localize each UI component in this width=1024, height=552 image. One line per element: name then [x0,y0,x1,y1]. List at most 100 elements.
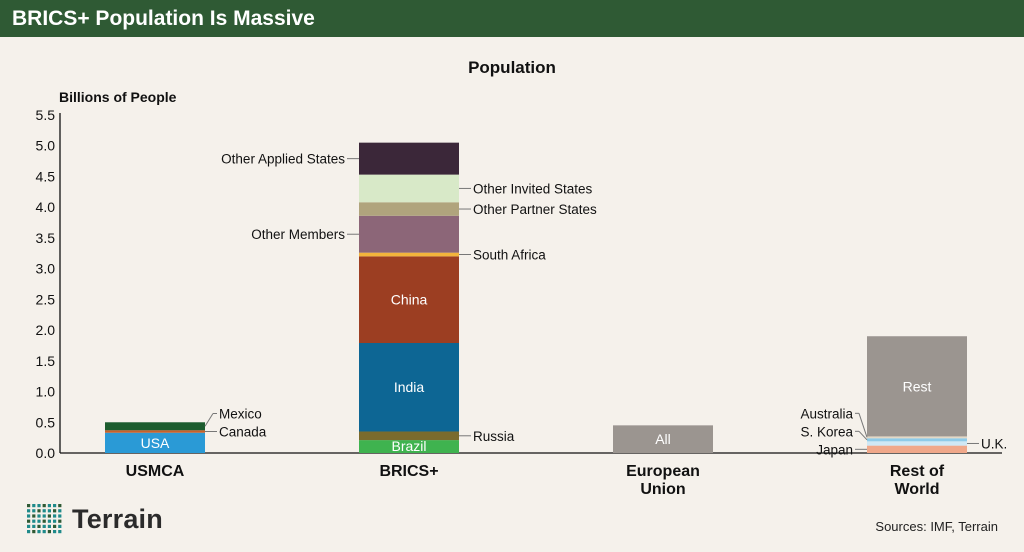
logo-dot [37,509,41,513]
logo-text: Terrain [72,503,163,534]
logo-dot [47,530,51,534]
logo-dot [37,530,41,534]
y-tick-label: 0.0 [36,445,56,461]
logo-dot [58,519,62,523]
logo-dot [32,524,36,528]
logo-dot [47,514,51,518]
page-title: BRICS+ Population Is Massive [12,7,315,30]
logo-dot [32,504,36,508]
y-tick-label: 2.0 [36,322,56,338]
population-chart: Population Billions of People 0.0 0.5 1.0 1.5… [36,58,1008,498]
bar-segment [359,431,459,441]
leader-line [204,413,214,427]
logo-dot [42,504,46,508]
logo-dot [32,509,36,513]
logo-dot [32,530,36,534]
logo-dot [37,524,41,528]
bar-segment [867,445,967,453]
logo-dot [42,514,46,518]
logo-dot [53,524,57,528]
leader-line [858,413,868,438]
y-tick-label: 3.5 [36,230,56,246]
logo-dot [27,509,31,513]
segment-label: China [391,292,428,308]
terrain-logo: Terrain [26,503,163,535]
y-tick-label: 5.5 [36,107,56,123]
logo-dot [47,519,51,523]
x-category-label: Rest of [890,463,945,480]
logo-dot [58,504,62,508]
logo-dot [27,519,31,523]
callout-label: Other Members [251,227,345,242]
logo-dot [27,524,31,528]
callout-label: Japan [816,442,853,457]
logo-dot [27,514,31,518]
callout-label: South Africa [473,248,546,263]
grid-dots-icon [27,504,62,534]
logo-dot [42,530,46,534]
bar-segment [613,425,713,453]
bar-segment [359,342,459,432]
segment-label: Brazil [391,438,426,454]
callout-label: S. Korea [800,424,853,439]
bar-segment [867,441,967,446]
y-tick-label: 0.5 [36,414,56,430]
segment-label: Rest [903,378,932,394]
logo-dot [53,514,57,518]
logo-dot [32,514,36,518]
logo-dot [58,509,62,513]
logo-dot [58,530,62,534]
y-axis-label: Billions of People [59,89,177,105]
logo-dot [32,519,36,523]
callout-label: Canada [219,424,267,439]
bar-segment [105,430,205,433]
x-category-label: Union [640,481,685,498]
y-tick-label: 1.0 [36,384,56,400]
callout-label: Russia [473,429,515,444]
bar-segment [105,422,205,431]
y-tick-label: 1.5 [36,353,56,369]
callout-label: Other Partner States [473,202,597,217]
bar-segment [359,202,459,216]
segment-label: All [655,431,671,447]
callout-label: Other Applied States [221,152,345,167]
bar-segment [867,436,967,439]
logo-dot [37,519,41,523]
bar-segment [359,440,459,453]
x-category-label: BRICS+ [379,463,438,480]
logo-dot [53,530,57,534]
logo-dot [53,509,57,513]
logo-dot [42,519,46,523]
logo-dot [53,519,57,523]
chart-title: Population [468,58,556,77]
bar-segment [359,174,459,203]
bar-segment [359,252,459,257]
callout-label: Australia [800,406,853,421]
callout-label: U.K. [981,436,1007,451]
leader-line [858,430,868,441]
bar-segment [867,438,967,442]
logo-dot [47,504,51,508]
y-tick-label: 4.5 [36,168,56,184]
x-category-label: World [894,481,939,498]
logo-dot [42,509,46,513]
x-category-label: European [626,463,700,480]
callout-label: Other Invited States [473,181,593,196]
bar-segment [359,256,459,343]
logo-dot [27,530,31,534]
logo-dot [42,524,46,528]
bar-segment [359,142,459,175]
bar-segment [359,215,459,253]
callout-label: Mexico [219,406,262,421]
sources-note: Sources: IMF, Terrain [875,519,998,534]
logo-dot [47,524,51,528]
y-tick-label: 5.0 [36,138,56,154]
page-banner: BRICS+ Population Is Massive [0,0,1024,37]
y-tick-label: 4.0 [36,199,56,215]
logo-dot [37,514,41,518]
logo-dot [53,504,57,508]
logo-dot [37,504,41,508]
bar-segment [867,336,967,437]
segment-label: USA [141,435,170,451]
y-tick-label: 2.5 [36,291,56,307]
